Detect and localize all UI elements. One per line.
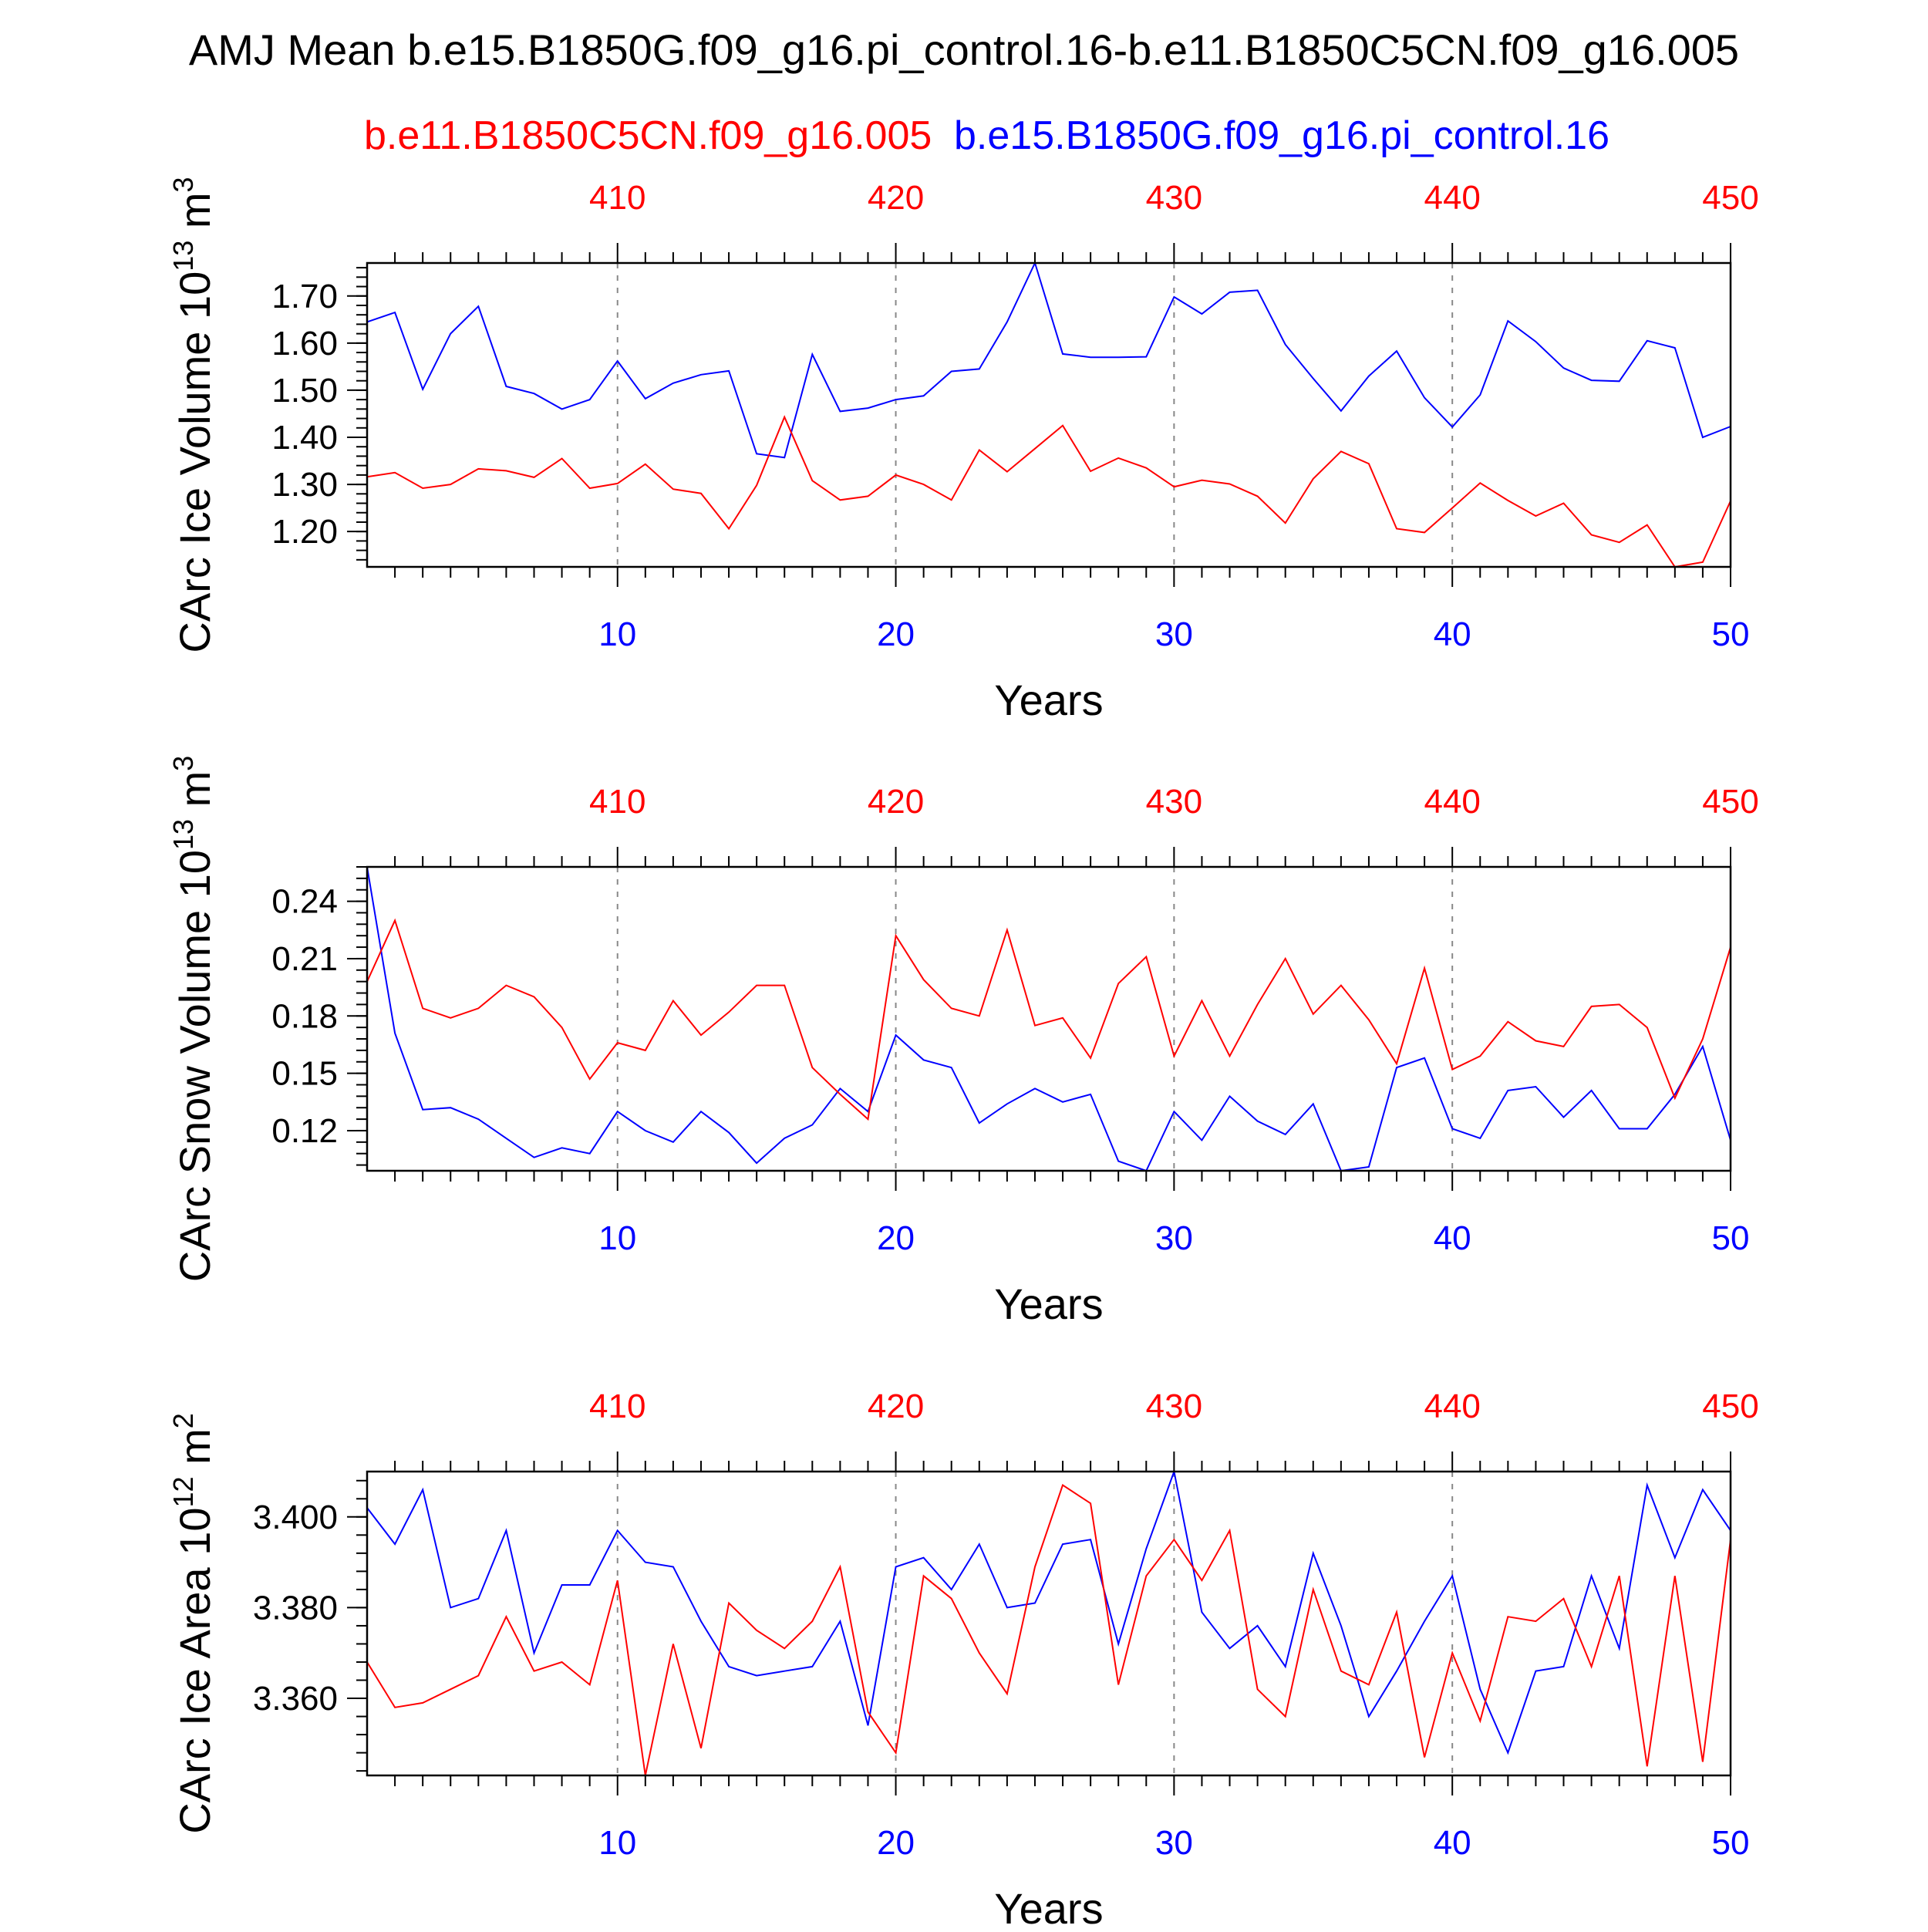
x-axis-label: Years [994, 1884, 1103, 1928]
x-tick-label-top: 410 [589, 1387, 645, 1425]
y-tick-label: 0.15 [271, 1055, 338, 1093]
x-tick-label-bottom: 10 [598, 1219, 636, 1257]
x-tick-label-top: 430 [1146, 783, 1202, 821]
series-line-red [366, 415, 1731, 568]
x-tick-label-bottom: 40 [1434, 615, 1471, 653]
x-tick-label-top: 450 [1702, 179, 1758, 217]
y-axis-label: CArc Snow Volume 1013 m3 [167, 756, 219, 1283]
series-line-red [366, 1484, 1731, 1776]
x-tick-label-bottom: 40 [1434, 1219, 1471, 1257]
y-tick-label: 1.50 [271, 372, 338, 410]
x-tick-label-top: 410 [589, 783, 645, 821]
x-axis-label: Years [994, 1280, 1103, 1328]
x-tick-label-top: 440 [1424, 1387, 1480, 1425]
y-tick-label: 3.360 [253, 1680, 338, 1718]
chart-title: AMJ Mean b.e15.B1850G.f09_g16.pi_control… [189, 25, 1739, 74]
x-tick-label-top: 450 [1702, 1387, 1758, 1425]
x-tick-label-top: 410 [589, 179, 645, 217]
y-tick-label: 1.40 [271, 419, 338, 457]
y-axis-label: CArc Ice Volume 1013 m3 [167, 177, 219, 652]
x-tick-label-top: 420 [868, 179, 924, 217]
y-tick-label: 1.30 [271, 466, 338, 504]
series-line-red [366, 918, 1731, 1121]
y-tick-label: 1.20 [271, 513, 338, 551]
legend-blue-label: b.e15.B1850G.f09_g16.pi_control.16 [954, 113, 1609, 158]
x-tick-label-top: 440 [1424, 783, 1480, 821]
series-line-blue [366, 1468, 1731, 1755]
x-tick-label-top: 420 [868, 1387, 924, 1425]
y-tick-label: 3.400 [253, 1499, 338, 1536]
y-tick-label: 1.60 [271, 325, 338, 362]
y-tick-label: 0.12 [271, 1112, 338, 1150]
x-tick-label-bottom: 10 [598, 1824, 636, 1862]
x-tick-label-bottom: 50 [1712, 615, 1750, 653]
y-tick-label: 3.380 [253, 1589, 338, 1627]
x-tick-label-bottom: 30 [1155, 615, 1193, 653]
x-tick-label-top: 430 [1146, 1387, 1202, 1425]
x-tick-label-bottom: 50 [1712, 1219, 1750, 1257]
ice-area-panel: 10 410 20 420 30 430 40 440 50 450 3.360 3.380 3.400… [167, 1387, 1759, 1932]
y-tick-label: 1.70 [271, 278, 338, 315]
x-tick-label-bottom: 50 [1712, 1824, 1750, 1862]
x-tick-label-top: 450 [1702, 783, 1758, 821]
x-tick-label-bottom: 30 [1155, 1219, 1193, 1257]
x-tick-label-bottom: 30 [1155, 1824, 1193, 1862]
plot-frame [366, 865, 1732, 1172]
x-tick-label-top: 440 [1424, 179, 1480, 217]
y-tick-label: 0.18 [271, 997, 338, 1035]
x-tick-label-top: 420 [868, 783, 924, 821]
x-tick-label-bottom: 20 [877, 1824, 915, 1862]
ice-volume-panel: 10 410 20 420 30 430 40 440 50 450 1.20 1.30 1.40 1.5… [167, 177, 1759, 724]
y-tick-label: 0.21 [271, 940, 338, 978]
plot-frame [366, 1470, 1732, 1777]
x-tick-label-bottom: 20 [877, 1219, 915, 1257]
legend: b.e11.B1850C5CN.f09_g16.005 b.e15.B1850G… [364, 113, 1609, 158]
series-line-blue [366, 261, 1731, 459]
x-tick-label-bottom: 10 [598, 615, 636, 653]
legend-red-label: b.e11.B1850C5CN.f09_g16.005 [364, 113, 932, 158]
x-tick-label-bottom: 40 [1434, 1824, 1471, 1862]
series-line-blue [366, 866, 1731, 1172]
x-tick-label-top: 430 [1146, 179, 1202, 217]
x-axis-label: Years [994, 676, 1103, 724]
y-tick-label: 0.24 [271, 883, 338, 921]
y-axis-label: CArc Ice Area 1012 m2 [167, 1413, 219, 1834]
plot-frame [366, 261, 1732, 568]
x-tick-label-bottom: 20 [877, 615, 915, 653]
snow-volume-panel: 10 410 20 420 30 430 40 440 50 450 0.12 0.15 0.18 0.2… [167, 756, 1759, 1328]
